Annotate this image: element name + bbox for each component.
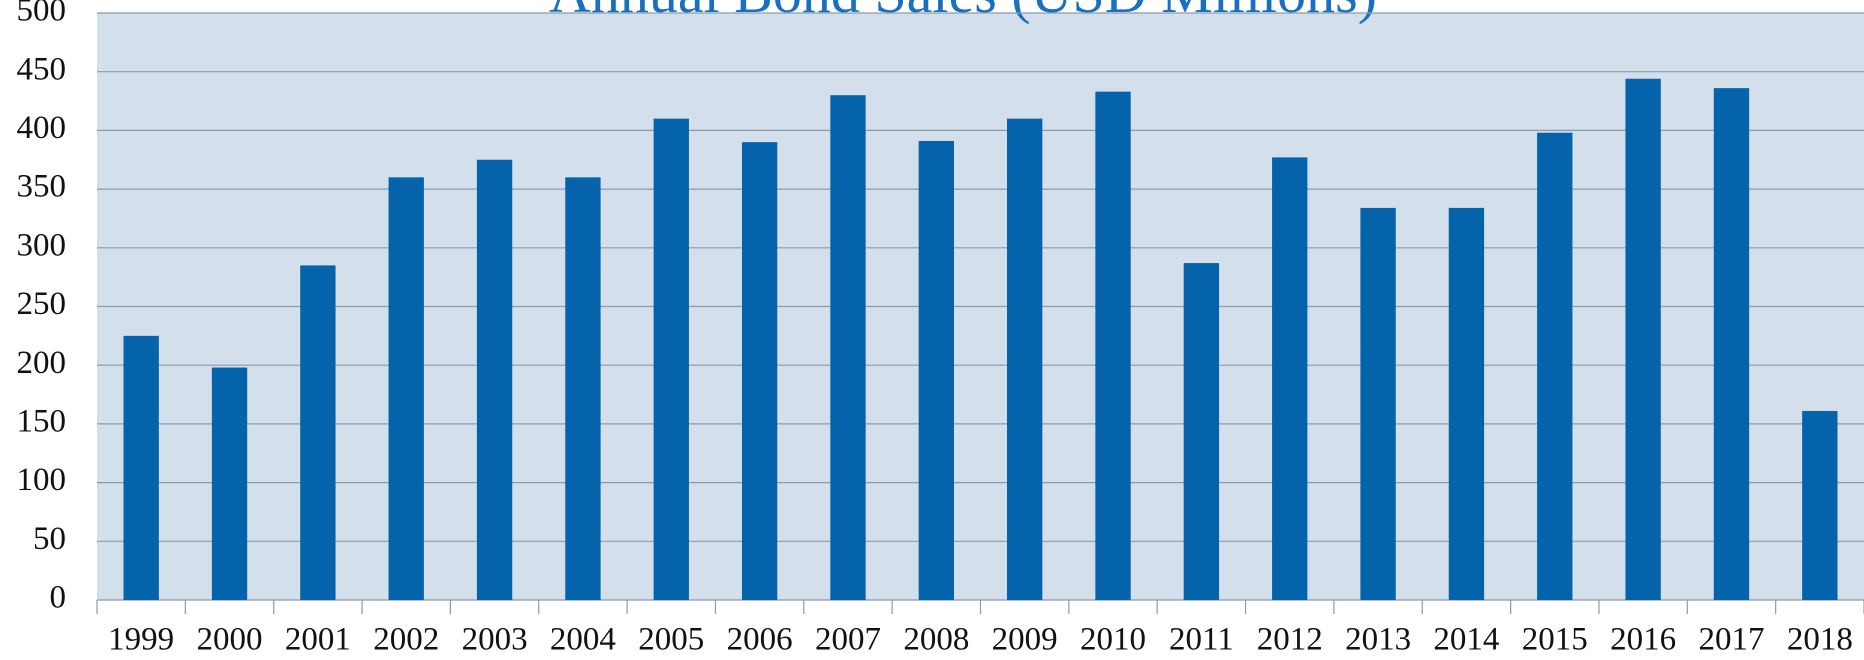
x-tick-label: 2018 [1787,622,1853,658]
x-tick-label: 2002 [373,622,439,658]
x-tick-label: 2000 [197,622,263,658]
y-tick-label: 250 [17,286,67,322]
x-tick-label: 2006 [727,622,793,658]
bar [1360,207,1396,600]
x-tick-label: 2011 [1169,622,1234,658]
x-tick-label: 2014 [1433,622,1499,658]
y-tick-label: 350 [17,169,67,205]
y-tick-label: 300 [17,227,67,263]
y-tick-label: 200 [17,345,67,381]
bar [1095,91,1131,601]
bar [918,140,954,600]
y-tick-label: 100 [17,462,67,498]
x-tick-label: 2017 [1698,622,1764,658]
bar [300,265,336,600]
x-tick-label: 2010 [1080,622,1146,658]
bar [1448,207,1485,600]
bar [830,95,866,601]
bar [741,142,778,600]
y-tick-label: 500 [17,0,67,29]
y-tick-label: 450 [17,51,67,87]
x-tick-label: 2016 [1610,622,1676,658]
bar [1272,157,1308,601]
x-tick-label: 2015 [1522,622,1588,658]
x-tick-label: 2004 [550,622,616,658]
x-tick-label: 1999 [108,622,174,658]
x-tick-label: 2009 [992,622,1058,658]
bar [1713,88,1750,601]
bar [1183,263,1220,600]
y-tick-label: 50 [33,521,66,557]
bar [123,335,159,600]
y-tick-label: 400 [17,110,67,146]
bar [211,367,248,600]
x-tick-label: 2005 [638,622,704,658]
bar [565,177,601,601]
bar [1625,78,1661,600]
x-tick-label: 2001 [285,622,351,658]
y-tick-label: 150 [17,403,67,439]
x-tick-label: 2013 [1345,622,1411,658]
bar [1537,132,1573,601]
bar [388,177,424,601]
bar [1802,410,1838,600]
x-tick-label: 2003 [462,622,528,658]
bar [653,118,689,600]
x-tick-label: 2012 [1257,622,1323,658]
bar [1007,118,1043,600]
x-tick-label: 2008 [903,622,969,658]
y-tick-label: 0 [50,580,67,616]
bar [476,159,513,600]
x-tick-label: 2007 [815,622,881,658]
